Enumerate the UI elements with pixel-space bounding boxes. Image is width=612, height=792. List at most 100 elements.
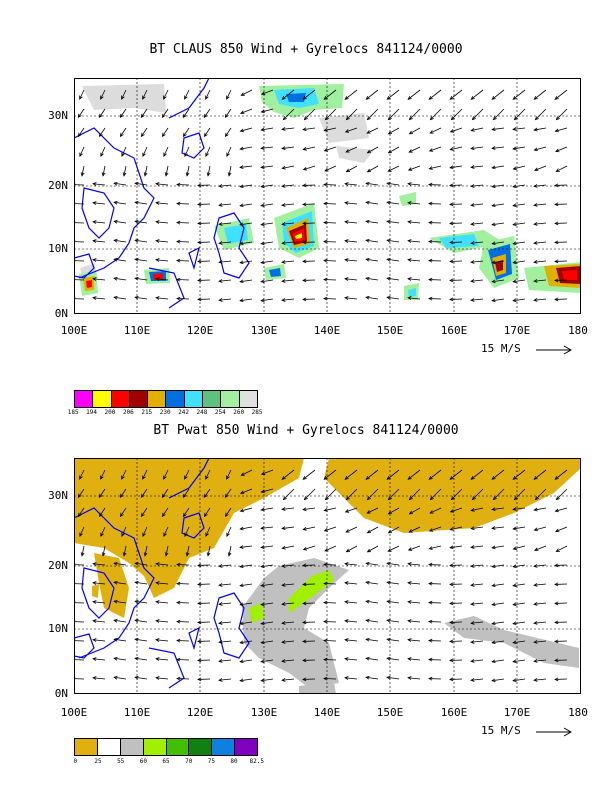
panel1-wind-vector <box>534 127 547 131</box>
panel2-wind-vector-head <box>155 676 160 680</box>
panel2-wind-vector-head <box>365 637 370 642</box>
panel2-wind-vector-head <box>449 658 454 663</box>
panel2-wind-vector-head <box>140 512 145 518</box>
panel2-wind-vector <box>366 581 379 585</box>
panel2-colorbar-label: 75 <box>207 758 215 765</box>
panel2-wind-vector <box>141 507 148 517</box>
panel2-wind-vector-head <box>344 509 350 513</box>
panel2-wind-vector <box>345 563 358 566</box>
panel2-wind-vector-head <box>92 581 97 585</box>
panel2-wind-vector <box>121 526 127 537</box>
panel1-wind-vector-head <box>224 132 229 138</box>
panel1-lon-130e: 130E <box>250 324 278 337</box>
panel2-wind-vector-head <box>113 561 118 566</box>
panel2-wind-vector <box>261 507 274 511</box>
panel1-wind-vector <box>388 127 400 135</box>
panel1-wind-vector <box>99 127 106 137</box>
panel2-wind-vector-head <box>344 581 349 585</box>
panel2-wind-vector-head <box>407 475 412 480</box>
panel2-wind-vector-head <box>386 675 391 680</box>
panel1-wind-vector <box>555 146 568 152</box>
panel2-wind-vector <box>114 638 127 642</box>
panel2-wind-vector-head <box>281 659 286 663</box>
panel2-map-svg <box>74 458 581 694</box>
panel2-wind-vector <box>471 678 484 681</box>
panel2-wind-vector <box>366 507 379 514</box>
panel2-wind-vector-head <box>155 638 160 642</box>
panel2-wind-vector <box>135 562 148 566</box>
panel1-wind-vector <box>409 108 421 120</box>
panel1-wind-vector-head <box>323 95 328 100</box>
panel1-wind-vector <box>156 240 169 243</box>
panel2-wind-vector <box>135 600 148 604</box>
panel2-wind-vector-head <box>323 528 329 532</box>
panel2-wind-vector-head <box>92 600 97 604</box>
panel1-wind-vector-head <box>365 181 370 186</box>
panel1-wind-vector <box>282 222 295 225</box>
panel2-wind-vector-head <box>113 637 118 642</box>
panel2-wind-vector-head <box>218 564 223 568</box>
panel1-wind-vector <box>513 279 526 283</box>
panel2-wind-vector <box>534 678 547 681</box>
panel2-wind-vector-head <box>344 600 349 604</box>
panel2-wind-vector-head <box>407 638 412 642</box>
panel1-wind-vector <box>471 165 484 168</box>
panel2-wind-vector-head <box>470 475 475 480</box>
panel2-wind-vector <box>556 545 568 552</box>
panel1-wind-vector <box>156 297 169 300</box>
panel2-wind-vector <box>207 545 211 556</box>
panel1-wind-vector-head <box>240 92 245 96</box>
panel1-wind-vector-head <box>512 166 517 171</box>
panel2-wind-vector-head <box>471 496 476 501</box>
panel2-colorbar-label: 0 <box>73 758 78 765</box>
panel2-wind-vector-head <box>470 564 475 568</box>
panel1-wind-vector-head <box>429 130 434 134</box>
panel1-wind-vector-head <box>155 277 160 281</box>
panel2-wind-vector <box>156 601 169 604</box>
panel2-map <box>74 458 581 694</box>
panel2-wind-vector-head <box>176 638 181 643</box>
panel2-wind-vector-head <box>134 618 139 623</box>
panel2-wind-vector-head <box>260 564 265 569</box>
panel2-wind-vector-head <box>512 564 517 569</box>
panel2-wind-vector-head <box>428 581 433 586</box>
panel1-colorbar-label: 248 <box>196 409 208 416</box>
panel1-map <box>74 78 581 314</box>
panel2-wind-vector-head <box>323 638 328 643</box>
panel2-wind-vector-head <box>260 526 265 530</box>
panel1-wind-vector-head <box>302 147 307 151</box>
panel2-wind-vector-head <box>512 526 517 531</box>
panel2-wind-vector <box>408 526 421 533</box>
panel2-wind-vector <box>556 488 568 500</box>
panel1-wind-vector-head <box>302 297 307 302</box>
panel1-wind-vector-head <box>533 167 539 172</box>
panel1-wind-vector <box>471 203 484 206</box>
panel1-wind-vector <box>513 260 526 264</box>
panel1-wind-vector <box>303 127 316 131</box>
panel1-wind-vector-head <box>491 146 496 150</box>
panel2-colorbar-label: 80 <box>230 758 238 765</box>
panel2-wind-vector <box>471 507 484 511</box>
panel2-wind-vector-head <box>119 493 124 499</box>
panel1-wind-vector-head <box>92 296 97 300</box>
panel1-wind-vector-head <box>386 181 391 186</box>
panel2-wind-vector <box>114 657 127 661</box>
panel1-wind-vector-head <box>323 182 328 187</box>
panel1-wind-vector-head <box>512 95 517 100</box>
panel1-wind-vector <box>261 108 274 113</box>
panel1-wind-vector <box>472 108 484 120</box>
panel1-wind-vector <box>302 89 316 100</box>
panel1-wind-vector <box>261 298 274 302</box>
panel2-wind-vector-head <box>533 527 538 532</box>
panel1-wind-vector <box>114 182 127 186</box>
panel2-wind-vector <box>449 469 463 480</box>
panel2-wind-vector <box>156 677 169 680</box>
panel2-wind-vector-head <box>281 564 286 568</box>
panel1-wind-vector <box>261 203 274 207</box>
panel1-wind-vector-head <box>302 127 307 132</box>
panel1-wind-vector <box>186 165 190 176</box>
panel2-wind-vector <box>93 582 106 585</box>
panel1-wind-vector <box>240 241 253 245</box>
panel2-coastline <box>74 458 250 689</box>
panel1-wind-vector <box>408 165 421 171</box>
